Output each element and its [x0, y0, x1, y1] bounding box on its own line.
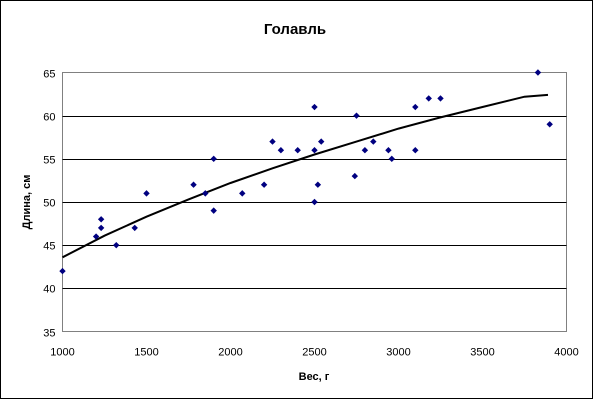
y-axis-ticks: 35 40 45 50 55 60 65: [43, 69, 55, 340]
data-point: [97, 224, 105, 232]
y-tick-label: 40: [43, 284, 55, 296]
y-tick-label: 65: [43, 69, 55, 81]
data-point: [311, 147, 318, 154]
data-point: [385, 147, 392, 154]
x-axis-ticks: 1000 1500 2000 2500 3000 3500 4000: [50, 347, 578, 359]
x-tick-label: 2500: [302, 347, 326, 359]
data-point: [113, 241, 120, 249]
x-tick-label: 4000: [554, 347, 578, 359]
x-axis-title: Вес, г: [299, 371, 330, 383]
y-tick-label: 60: [43, 112, 55, 124]
data-point: [311, 103, 318, 111]
data-point: [190, 181, 197, 188]
data-point: [59, 267, 66, 275]
data-point: [131, 224, 138, 232]
data-point: [97, 216, 105, 223]
data-point: [294, 147, 301, 154]
data-points: [59, 69, 553, 275]
y-tick-label: 35: [43, 328, 55, 340]
y-tick-label: 55: [43, 155, 55, 167]
data-point: [318, 138, 325, 145]
data-point: [314, 181, 322, 188]
data-point: [361, 147, 369, 154]
data-point: [202, 190, 209, 197]
y-tick-label: 50: [43, 198, 55, 210]
x-tick-label: 1500: [134, 347, 158, 359]
trendline: [62, 93, 549, 259]
data-point: [311, 198, 318, 206]
data-point: [210, 207, 217, 214]
data-point: [239, 190, 246, 197]
data-point: [370, 138, 377, 145]
data-point: [210, 155, 217, 163]
data-point: [388, 155, 395, 163]
data-point: [92, 233, 100, 240]
data-point: [534, 69, 542, 76]
data-point: [437, 95, 444, 102]
data-point: [277, 147, 285, 154]
x-tick-label: 1000: [50, 347, 74, 359]
x-tick-label: 3000: [386, 347, 410, 359]
x-tick-label: 3500: [470, 347, 494, 359]
y-tick-label: 45: [43, 241, 55, 253]
data-point: [351, 172, 359, 180]
x-tick-label: 2000: [218, 347, 242, 359]
data-point: [353, 112, 360, 119]
y-axis-title: Длина, см: [21, 175, 33, 230]
data-point: [546, 121, 553, 128]
data-point: [425, 95, 432, 102]
data-point: [143, 190, 150, 197]
data-point: [269, 138, 276, 145]
chart-title: Голавль: [264, 21, 326, 38]
data-point: [412, 147, 419, 154]
data-point: [260, 181, 268, 188]
data-point: [412, 103, 419, 111]
